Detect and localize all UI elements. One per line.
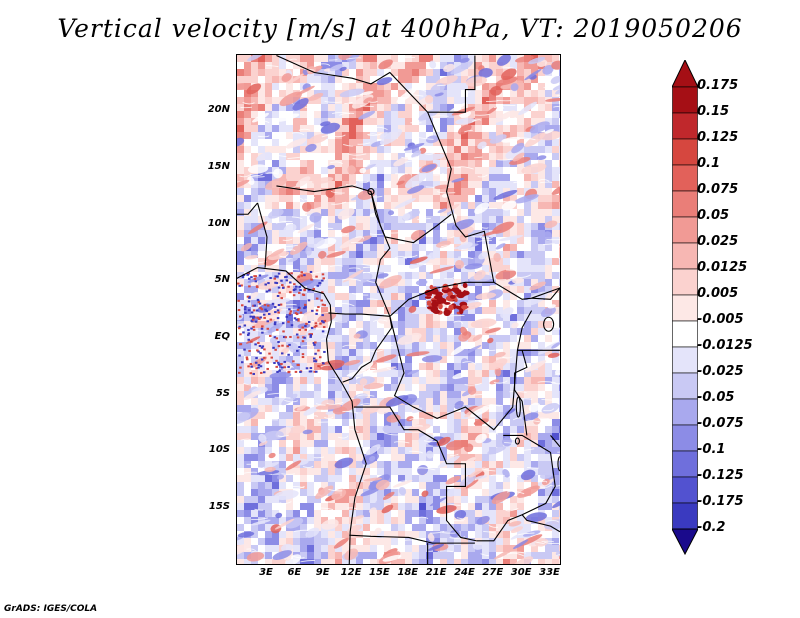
lon-label: 9E [315,567,330,578]
lon-label: 18E [397,567,419,578]
colorbar-top-arrow [672,60,698,88]
colorbar-tick-label: 0.075 [697,182,739,197]
vertical-velocity-field [237,55,560,564]
grads-credit: GrADS: IGES/COLA [4,604,98,614]
country-borders [237,55,560,564]
colorbar-swatch [672,320,698,348]
chart-title: Vertical velocity [m/s] at 400hPa, VT: 2… [57,14,743,43]
colorbar-tick-label: 0.0125 [697,260,748,275]
colorbar-swatch [672,242,698,270]
colorbar-swatch [672,424,698,452]
lat-label: EQ [214,331,230,342]
lon-label: 24E [454,567,475,578]
map-panel [236,54,561,565]
colorbar-bottom-arrow [672,528,698,556]
lat-label: 5S [215,387,230,399]
colorbar-tick-label: -0.2 [697,520,726,535]
colorbar-swatch [672,346,698,374]
colorbar-tick-label: 0.05 [697,208,730,223]
colorbar-tick-label: -0.075 [697,416,744,431]
colorbar-tick-label: -0.175 [697,494,744,509]
lon-label: 6E [287,567,302,578]
lon-label: 3E [259,567,273,578]
colorbar-swatch [672,502,698,530]
lat-label: 10S [208,444,230,456]
colorbar-tick-label: -0.1 [697,442,726,457]
colorbar-tick-label: 0.125 [697,130,739,145]
colorbar-tick-label: 0.005 [697,286,739,301]
lat-label: 15S [208,501,230,513]
colorbar-tick-label: 0.15 [697,104,730,119]
colorbar-tick-label: -0.125 [697,468,744,483]
field-patches [237,55,560,564]
lon-label: 30E [510,567,532,578]
lat-label: 15N [207,160,230,172]
colorbar-swatch [672,372,698,400]
colorbar-swatch [672,398,698,426]
colorbar-swatch [672,268,698,296]
colorbar-tick-label: -0.05 [697,390,735,405]
colorbar-tick-label: -0.0125 [697,338,753,353]
colorbar-tick-label: -0.025 [697,364,744,379]
colorbar-tick-label: 0.1 [697,156,721,171]
colorbar-swatch [672,86,698,114]
lon-label: 27E [482,567,504,578]
colorbar-swatch [672,112,698,140]
lat-label: 5N [214,274,230,286]
lon-label: 21E [425,567,447,578]
colorbar [672,60,698,556]
colorbar-swatch [672,450,698,478]
lat-label: 10N [207,217,230,229]
colorbar-swatch [672,164,698,192]
colorbar-tick-label: -0.005 [697,312,744,327]
lon-label: 15E [369,567,390,578]
lon-label: 33E [539,567,560,578]
colorbar-tick-label: 0.175 [697,78,739,93]
colorbar-swatch [672,216,698,244]
colorbar-tick-label: 0.025 [697,234,739,249]
colorbar-swatch [672,294,698,322]
colorbar-swatch [672,190,698,218]
colorbar-swatch [672,476,698,504]
lat-label: 20N [207,104,230,116]
colorbar-swatch [672,138,698,166]
lon-label: 12E [340,567,362,578]
